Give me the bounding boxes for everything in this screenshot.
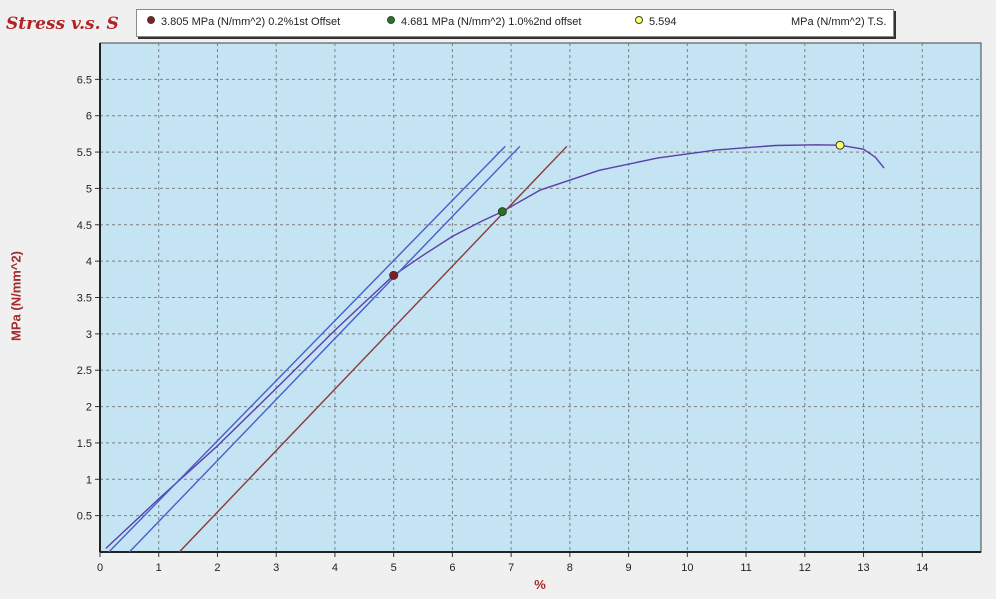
x-tick-label: 1 bbox=[156, 562, 162, 574]
legend-marker-red-icon bbox=[147, 16, 155, 24]
y-tick-label: 6.5 bbox=[77, 74, 92, 86]
x-tick-label: 8 bbox=[567, 562, 573, 574]
y-tick-label: 0.5 bbox=[77, 511, 92, 523]
legend-item-1st-offset: 3.805 MPa (N/mm^2) 0.2%1st Offset bbox=[147, 16, 340, 28]
y-tick-label: 1.5 bbox=[77, 438, 92, 450]
legend-label: 3.805 MPa (N/mm^2) 0.2%1st Offset bbox=[161, 16, 341, 29]
x-tick-label: 5 bbox=[391, 562, 397, 574]
x-tick-label: 13 bbox=[857, 562, 869, 574]
legend-marker-yellow-icon bbox=[635, 16, 643, 24]
x-tick-label: 10 bbox=[681, 562, 693, 574]
y-tick-label: 5.5 bbox=[77, 147, 92, 159]
legend-marker-green-icon bbox=[387, 16, 395, 24]
series-offset_1 bbox=[108, 145, 506, 553]
legend: 3.805 MPa (N/mm^2) 0.2%1st Offset 4.681 … bbox=[136, 9, 894, 37]
legend-label: 4.681 MPa (N/mm^2) 1.0%2nd offset bbox=[401, 16, 582, 29]
y-tick-label: 4 bbox=[86, 256, 92, 268]
y-tick-label: 6 bbox=[86, 111, 92, 123]
y-tick-label: 1 bbox=[86, 474, 92, 486]
legend-tail-label: MPa (N/mm^2) T.S. bbox=[791, 16, 887, 28]
x-tick-label: 3 bbox=[273, 562, 279, 574]
legend-label: 5.594 bbox=[649, 16, 677, 29]
chart-title: Stress v.s. S bbox=[6, 14, 119, 34]
y-tick-label: 3.5 bbox=[77, 293, 92, 305]
x-tick-label: 2 bbox=[214, 562, 220, 574]
x-tick-label: 6 bbox=[449, 562, 455, 574]
y-tick-label: 3 bbox=[86, 329, 92, 341]
marker-point-2 bbox=[497, 207, 507, 217]
x-tick-label: 7 bbox=[508, 562, 514, 574]
y-tick-label: 5 bbox=[86, 183, 92, 195]
y-tick-label: 2 bbox=[86, 402, 92, 414]
y-axis-label: MPa (N/mm^2) bbox=[8, 251, 24, 341]
x-tick-label: 0 bbox=[97, 562, 103, 574]
x-tick-label: 4 bbox=[332, 562, 338, 574]
x-axis-label: % bbox=[534, 577, 546, 592]
x-tick-label: 14 bbox=[916, 562, 928, 574]
marker-point-1 bbox=[389, 270, 399, 280]
marker-point-3 bbox=[835, 140, 845, 150]
x-tick-label: 11 bbox=[740, 562, 751, 574]
x-tick-label: 12 bbox=[799, 562, 811, 574]
x-tick-label: 9 bbox=[626, 562, 632, 574]
series-offset_2 bbox=[128, 145, 521, 553]
y-tick-label: 4.5 bbox=[77, 220, 92, 232]
legend-item-ts: 5.594 bbox=[635, 16, 677, 28]
y-tick-label: 2.5 bbox=[77, 365, 92, 377]
legend-item-2nd-offset: 4.681 MPa (N/mm^2) 1.0%2nd offset bbox=[387, 16, 581, 28]
